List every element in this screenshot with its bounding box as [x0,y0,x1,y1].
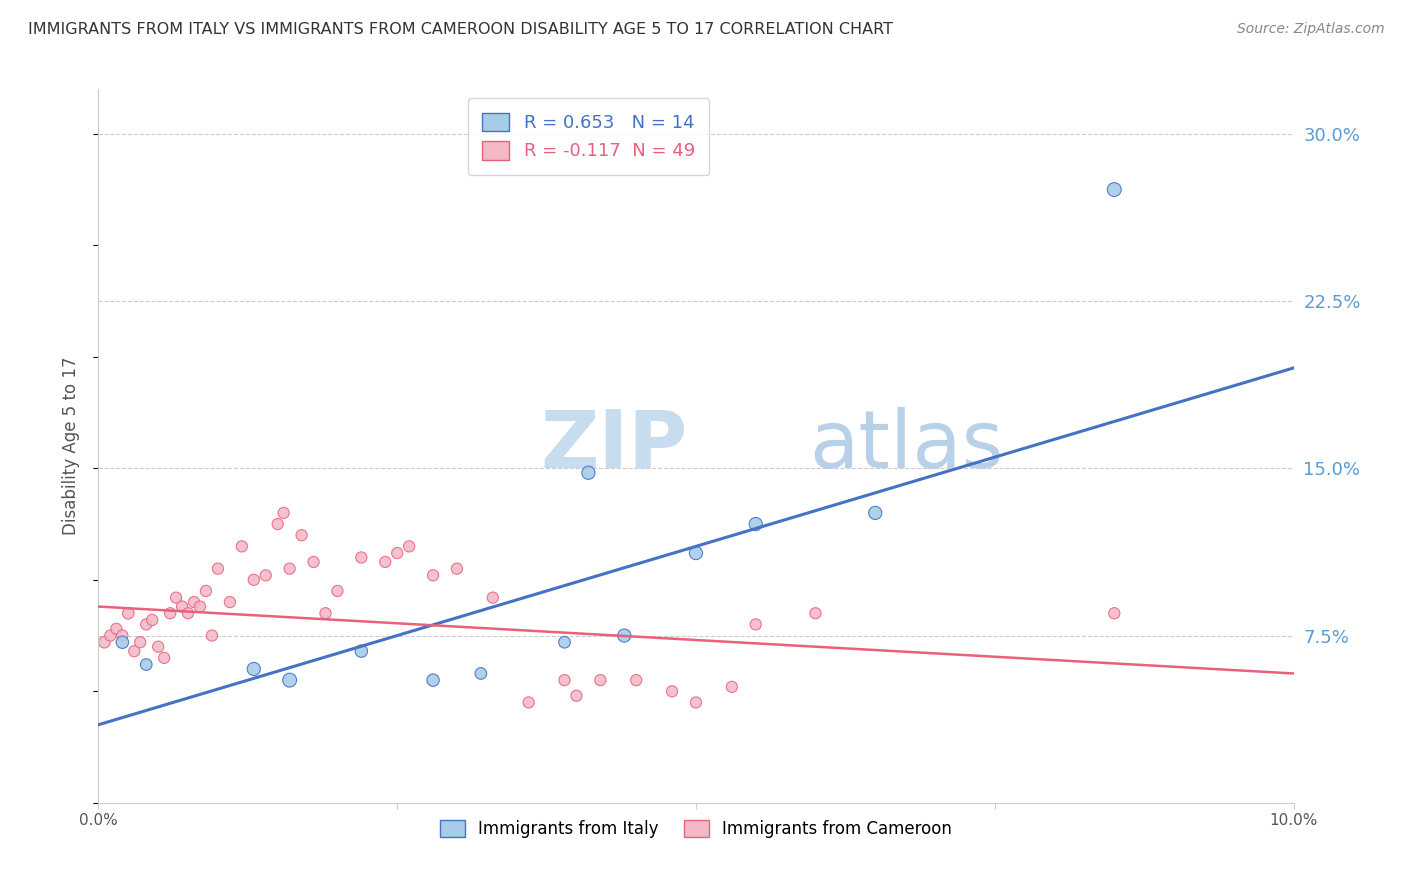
Point [231,539,253,553]
Point [148,640,170,654]
Point [219,595,242,609]
Point [745,516,768,531]
Point [350,644,373,658]
Point [721,680,744,694]
Point [243,573,266,587]
Point [111,628,134,642]
Point [350,550,373,565]
Point [565,689,588,703]
Point [685,546,707,560]
Point [195,583,218,598]
Point [153,651,176,665]
Point [291,528,314,542]
Point [554,673,576,687]
Point [385,546,409,560]
Point [111,635,134,649]
Point [141,613,163,627]
Point [326,583,349,598]
Point [267,516,290,531]
Point [745,617,768,632]
Text: atlas: atlas [810,407,1004,485]
Point [172,599,194,614]
Point [470,666,492,681]
Point [278,673,301,687]
Point [278,562,301,576]
Point [661,684,683,698]
Point [188,599,211,614]
Point [685,696,707,710]
Point [129,635,152,649]
Text: ZIP: ZIP [541,407,688,485]
Point [422,568,444,582]
Point [589,673,612,687]
Text: IMMIGRANTS FROM ITALY VS IMMIGRANTS FROM CAMEROON DISABILITY AGE 5 TO 17 CORRELA: IMMIGRANTS FROM ITALY VS IMMIGRANTS FROM… [28,22,893,37]
Point [422,673,444,687]
Point [165,591,187,605]
Point [254,568,277,582]
Point [117,607,139,621]
Point [315,607,337,621]
Point [159,607,181,621]
Point [135,657,157,672]
Point [243,662,266,676]
Point [517,696,540,710]
Point [98,628,122,642]
Point [1104,182,1126,196]
Point [302,555,325,569]
Point [446,562,468,576]
Point [1104,607,1126,621]
Point [613,628,636,642]
Point [273,506,295,520]
Point [135,617,157,632]
Point [481,591,505,605]
Point [398,539,420,553]
Point [183,595,205,609]
Point [865,506,887,520]
Point [804,607,827,621]
Point [105,622,128,636]
Point [177,607,200,621]
Point [93,635,115,649]
Point [626,673,648,687]
Text: Source: ZipAtlas.com: Source: ZipAtlas.com [1237,22,1385,37]
Point [207,562,229,576]
Point [201,628,224,642]
Point [578,466,600,480]
Y-axis label: Disability Age 5 to 17: Disability Age 5 to 17 [62,357,80,535]
Point [554,635,576,649]
Point [374,555,396,569]
Legend: Immigrants from Italy, Immigrants from Cameroon: Immigrants from Italy, Immigrants from C… [433,813,959,845]
Point [124,644,146,658]
